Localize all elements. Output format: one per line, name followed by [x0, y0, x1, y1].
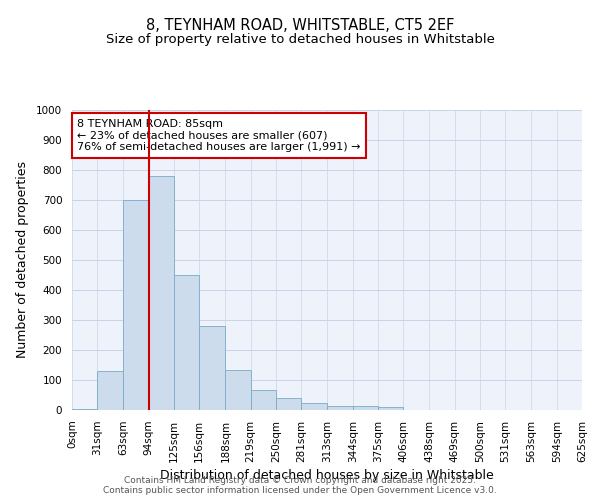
Bar [378, 407, 403, 410]
Bar [251, 390, 276, 410]
Bar [226, 370, 251, 410]
Bar [72, 408, 97, 410]
Bar [124, 200, 149, 410]
Bar [97, 371, 124, 410]
Bar [199, 326, 226, 410]
Y-axis label: Number of detached properties: Number of detached properties [16, 162, 29, 358]
Bar [328, 406, 353, 410]
Bar [149, 176, 174, 410]
X-axis label: Distribution of detached houses by size in Whitstable: Distribution of detached houses by size … [160, 469, 494, 482]
Text: 8, TEYNHAM ROAD, WHITSTABLE, CT5 2EF: 8, TEYNHAM ROAD, WHITSTABLE, CT5 2EF [146, 18, 454, 32]
Text: 8 TEYNHAM ROAD: 85sqm
← 23% of detached houses are smaller (607)
76% of semi-det: 8 TEYNHAM ROAD: 85sqm ← 23% of detached … [77, 119, 361, 152]
Text: Size of property relative to detached houses in Whitstable: Size of property relative to detached ho… [106, 32, 494, 46]
Bar [276, 398, 301, 410]
Bar [353, 406, 378, 410]
Text: Contains HM Land Registry data © Crown copyright and database right 2025.
Contai: Contains HM Land Registry data © Crown c… [103, 476, 497, 495]
Bar [301, 402, 328, 410]
Bar [174, 275, 199, 410]
